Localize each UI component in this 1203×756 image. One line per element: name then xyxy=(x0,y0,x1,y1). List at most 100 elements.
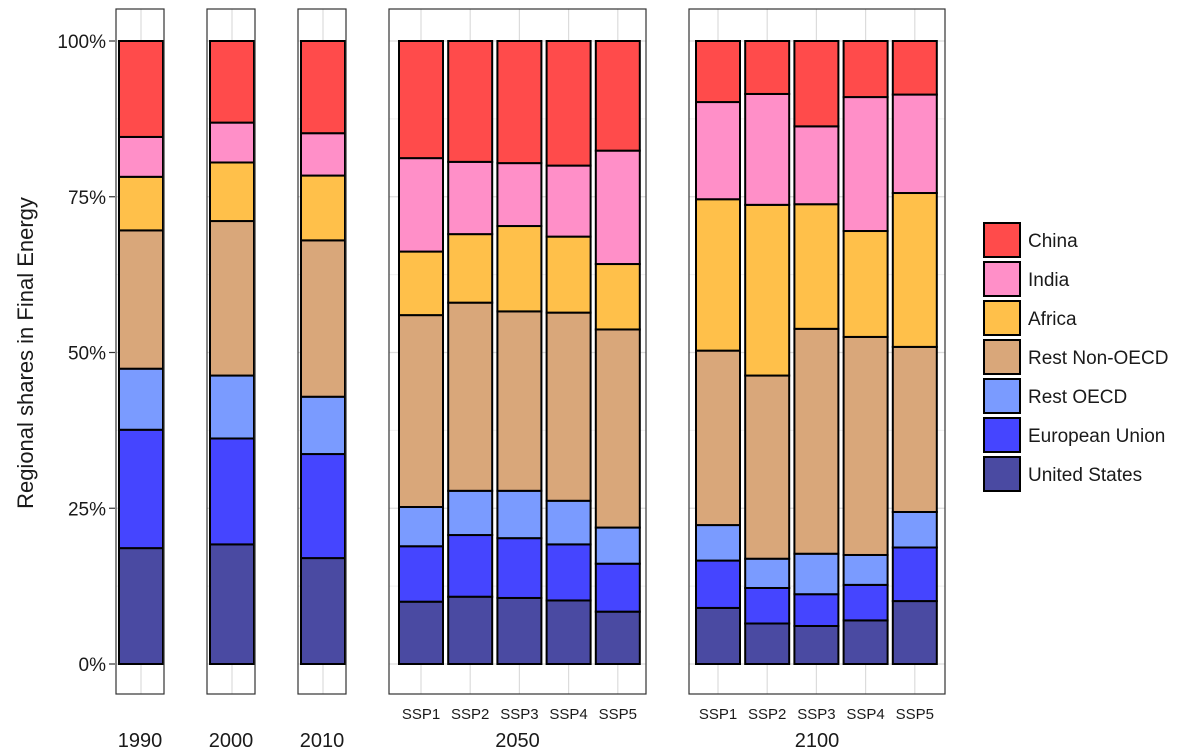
bar-segment xyxy=(545,543,592,602)
x-tick-label: SSP3 xyxy=(797,706,835,723)
bar-segment xyxy=(496,537,543,599)
bar-segment xyxy=(496,596,543,665)
x-tick-label: SSP4 xyxy=(846,706,884,723)
bar-segment xyxy=(545,499,592,546)
bar-segment xyxy=(496,40,543,165)
bar-segment xyxy=(842,40,889,99)
panel-2010: 2010 xyxy=(297,8,347,752)
bar-segment xyxy=(209,437,255,546)
bar-segment xyxy=(496,225,543,313)
bar-segment xyxy=(695,198,741,352)
bar-segment xyxy=(300,453,346,560)
bar-segment xyxy=(209,121,255,164)
bar-segment xyxy=(695,606,741,665)
bar-segment xyxy=(398,250,444,317)
bar-segment xyxy=(793,327,840,555)
x-tick-label: SSP1 xyxy=(699,706,737,723)
bar-segment xyxy=(793,624,840,666)
bar-segment xyxy=(594,610,641,666)
panel-border xyxy=(388,8,647,695)
bar-segment xyxy=(118,367,164,431)
bar-segment xyxy=(594,263,641,331)
bar-segment xyxy=(209,543,255,665)
bar-segment xyxy=(842,619,889,666)
legend-swatch xyxy=(983,417,1021,453)
legend: China India Africa Rest Non-OECD Rest OECD Eu… xyxy=(983,222,1168,492)
bar-segment xyxy=(447,40,494,163)
legend-swatch xyxy=(983,456,1021,492)
bar-segment xyxy=(793,593,840,627)
bar-segment xyxy=(496,162,543,228)
bar-segment xyxy=(793,40,840,128)
panel-border xyxy=(688,8,946,695)
bar-segment xyxy=(695,524,741,562)
bar-segment xyxy=(398,545,444,603)
bar-segment xyxy=(447,534,494,598)
panel-border xyxy=(115,8,165,695)
x-tick-label: SSP2 xyxy=(451,706,489,723)
y-tick-label: 75% xyxy=(68,188,106,209)
legend-item: European Union xyxy=(983,417,1165,453)
bar-segment xyxy=(744,203,791,377)
legend-swatch xyxy=(983,339,1021,375)
bar-segment xyxy=(398,506,444,548)
bar-segment xyxy=(744,586,791,625)
bar-segment xyxy=(300,174,346,242)
panel-2100: SSP1 SSP2 SSP3 SSP4 SSP5 2100 xyxy=(688,8,946,752)
bar-segment xyxy=(118,547,164,666)
bar-segment xyxy=(447,595,494,665)
panel-2050: SSP1 SSP2 SSP3 SSP4 SSP5 2050 xyxy=(388,8,647,752)
panel-label: 2000 xyxy=(209,730,254,752)
bar-segment xyxy=(398,314,444,509)
bar-segment xyxy=(300,395,346,456)
bar-segment xyxy=(594,328,641,529)
panel-label: 2050 xyxy=(495,730,540,752)
bar-segment xyxy=(744,557,791,589)
bar-segment xyxy=(793,552,840,596)
y-tick-label: 100% xyxy=(57,32,106,53)
legend-label: India xyxy=(1028,270,1070,291)
bar-segment xyxy=(300,239,346,398)
bar-segment xyxy=(842,553,889,586)
bar-segment xyxy=(695,101,741,201)
legend-item: India xyxy=(983,261,1070,297)
bar-segment xyxy=(842,96,889,233)
bar-segment xyxy=(545,164,592,238)
legend-swatch xyxy=(983,300,1021,336)
bar-segment xyxy=(891,93,938,195)
legend-item: Rest OECD xyxy=(983,378,1127,414)
bar-segment xyxy=(118,428,164,550)
bar-segment xyxy=(891,192,938,348)
panel-label: 2100 xyxy=(795,730,840,752)
y-tick-label: 0% xyxy=(79,655,107,676)
bar-segment xyxy=(695,559,741,609)
bar-segment xyxy=(594,526,641,565)
bar-segment xyxy=(118,229,164,370)
bar-segment xyxy=(891,345,938,513)
bar-segment xyxy=(398,600,444,666)
legend-swatch xyxy=(983,222,1021,258)
bar-segment xyxy=(594,562,641,613)
legend-item: United States xyxy=(983,456,1142,492)
bar-segment xyxy=(744,622,791,666)
panel-label: 2010 xyxy=(300,730,345,752)
legend-swatch xyxy=(983,261,1021,297)
bar-segment xyxy=(891,600,938,666)
bar-segment xyxy=(744,92,791,206)
bar-segment xyxy=(545,235,592,314)
legend-swatch xyxy=(983,378,1021,414)
bar-segment xyxy=(209,161,255,223)
x-tick-label: SSP5 xyxy=(896,706,934,723)
bar-segment xyxy=(695,349,741,527)
y-tick-label: 50% xyxy=(68,344,106,365)
bar-segment xyxy=(695,40,741,104)
x-tick-label: SSP1 xyxy=(402,706,440,723)
x-tick-label: SSP5 xyxy=(599,706,637,723)
bar-segment xyxy=(842,230,889,338)
bar-segment xyxy=(891,40,938,96)
bar-segment xyxy=(209,374,255,440)
panel-border xyxy=(206,8,256,695)
bar-segment xyxy=(891,510,938,549)
bar-segment xyxy=(594,149,641,266)
